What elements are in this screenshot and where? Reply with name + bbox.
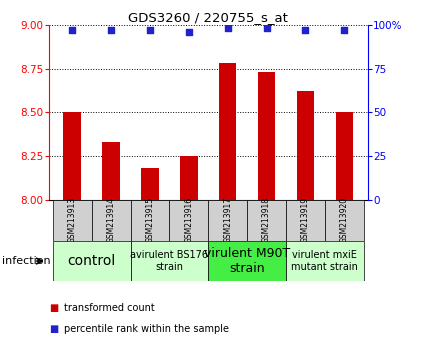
Point <box>341 27 348 33</box>
Bar <box>102 142 120 200</box>
Bar <box>130 241 208 281</box>
Text: GSM213914: GSM213914 <box>107 197 116 244</box>
Bar <box>297 91 314 200</box>
Text: transformed count: transformed count <box>64 303 155 313</box>
Bar <box>219 63 236 200</box>
Bar <box>53 200 92 241</box>
Bar <box>141 169 159 200</box>
Point <box>263 25 270 31</box>
Bar <box>180 156 198 200</box>
Text: ■: ■ <box>49 303 58 313</box>
Text: virulent M90T
strain: virulent M90T strain <box>204 247 290 275</box>
Text: control: control <box>68 254 116 268</box>
Point <box>302 27 309 33</box>
Bar <box>92 200 130 241</box>
Bar <box>336 113 353 200</box>
Bar <box>286 200 325 241</box>
Bar <box>286 241 364 281</box>
Bar <box>247 200 286 241</box>
Text: GSM213917: GSM213917 <box>223 197 232 244</box>
Bar <box>63 113 81 200</box>
Bar <box>208 200 247 241</box>
Bar <box>170 200 208 241</box>
Text: GSM213919: GSM213919 <box>301 197 310 244</box>
Text: GSM213913: GSM213913 <box>68 197 76 244</box>
Bar <box>325 200 364 241</box>
Bar <box>258 72 275 200</box>
Text: avirulent BS176
strain: avirulent BS176 strain <box>130 250 208 272</box>
Text: GSM213918: GSM213918 <box>262 198 271 243</box>
Text: GSM213915: GSM213915 <box>145 197 154 244</box>
Point <box>224 25 231 31</box>
Text: GSM213920: GSM213920 <box>340 197 349 244</box>
Point <box>108 27 114 33</box>
Point <box>185 29 192 35</box>
Text: GSM213916: GSM213916 <box>184 197 193 244</box>
Text: percentile rank within the sample: percentile rank within the sample <box>64 324 229 334</box>
Text: virulent mxiE
mutant strain: virulent mxiE mutant strain <box>292 250 358 272</box>
Point <box>147 27 153 33</box>
Point <box>69 27 76 33</box>
Text: ■: ■ <box>49 324 58 334</box>
Title: GDS3260 / 220755_s_at: GDS3260 / 220755_s_at <box>128 11 288 24</box>
Text: infection: infection <box>2 256 51 266</box>
Bar <box>130 200 170 241</box>
Bar <box>208 241 286 281</box>
Bar <box>53 241 130 281</box>
